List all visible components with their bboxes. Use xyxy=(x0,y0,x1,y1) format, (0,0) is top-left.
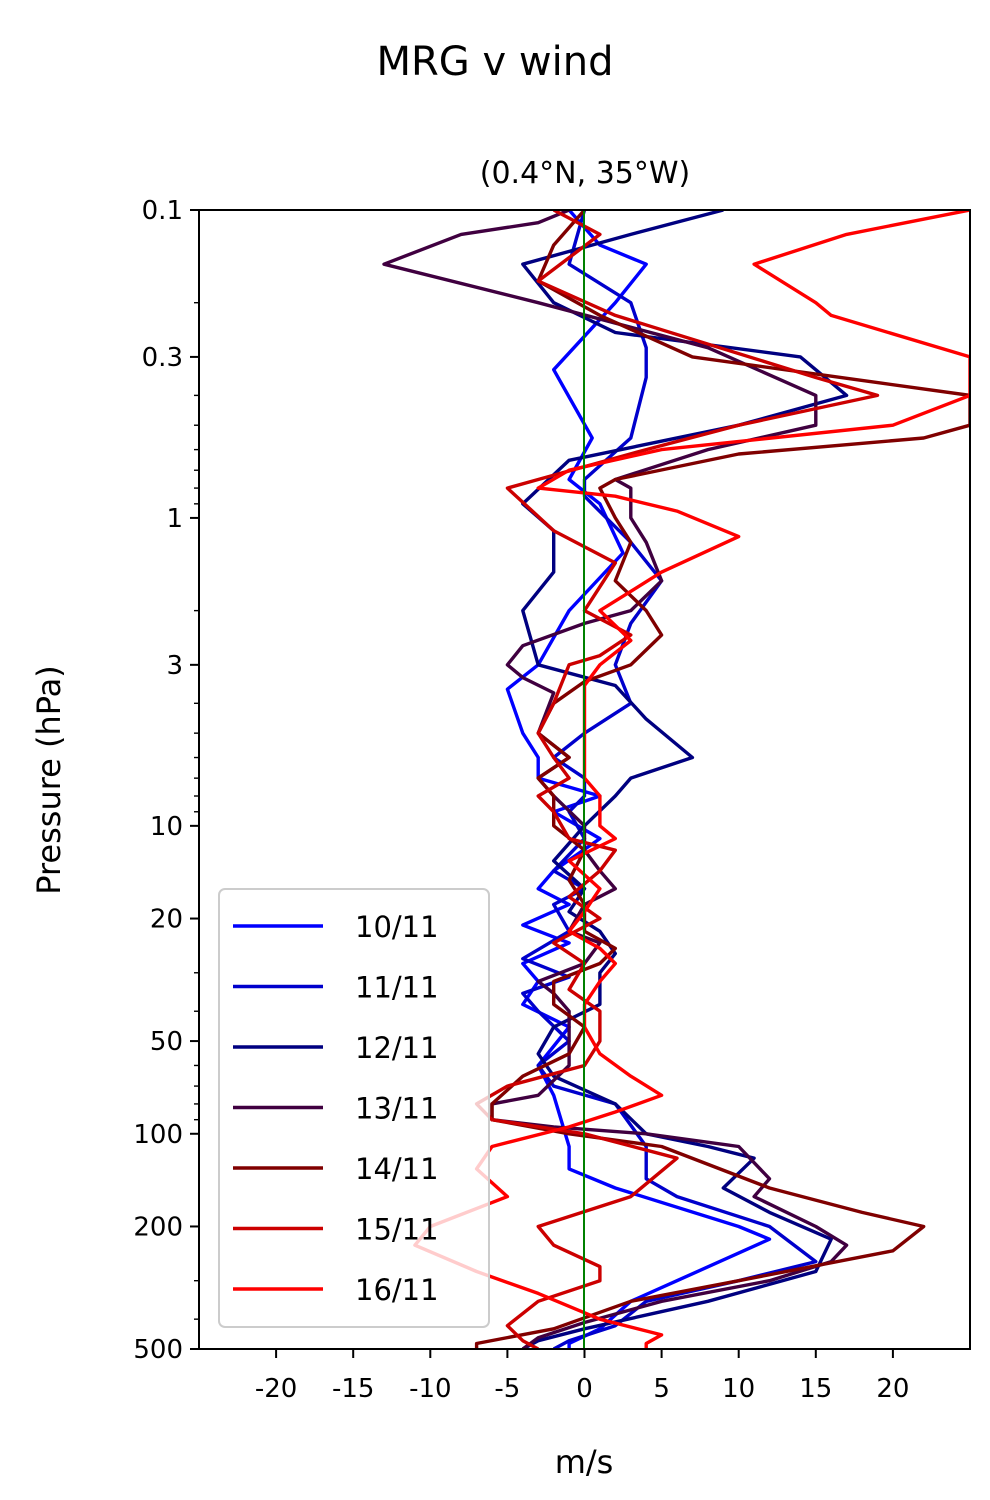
series-line-7 xyxy=(413,210,970,1349)
y-tick-label: 20 xyxy=(150,905,183,935)
legend-label: 11/11 xyxy=(355,971,439,1005)
chart-title: MRG v wind xyxy=(377,39,614,85)
series-line-5 xyxy=(474,210,970,1349)
y-tick-label: 50 xyxy=(150,1027,183,1057)
legend-label: 12/11 xyxy=(355,1031,439,1065)
x-tick-label: 0 xyxy=(576,1374,593,1404)
series-line-3 xyxy=(521,210,849,1349)
x-axis: -20 -15 -10 -5 0 5 10 15 20 xyxy=(255,1349,909,1404)
legend-box xyxy=(218,888,490,1328)
x-tick-label: -5 xyxy=(494,1374,520,1404)
x-tick-label: 20 xyxy=(876,1374,909,1404)
y-axis: 0.1 0.3 1 3 10 20 50 100 200 500 xyxy=(133,196,199,1365)
y-tick-label: 10 xyxy=(150,812,183,842)
x-tick-label: 15 xyxy=(799,1374,832,1404)
y-tick-label: 500 xyxy=(133,1335,183,1365)
y-axis-label: Pressure (hPa) xyxy=(30,665,68,895)
x-tick-label: 10 xyxy=(722,1374,755,1404)
series-line-1 xyxy=(505,210,772,1349)
legend-label: 15/11 xyxy=(355,1213,439,1247)
chart-subtitle: (0.4°N, 35°W) xyxy=(480,156,690,191)
x-axis-label: m/s xyxy=(555,1443,614,1481)
legend-label: 14/11 xyxy=(355,1152,439,1186)
y-tick-label: 1 xyxy=(166,504,183,534)
legend-label: 10/11 xyxy=(355,910,439,944)
x-tick-label: 5 xyxy=(653,1374,670,1404)
y-tick-label: 200 xyxy=(133,1212,183,1242)
legend-label: 13/11 xyxy=(355,1092,439,1126)
x-tick-label: -15 xyxy=(332,1374,374,1404)
legend: 10/11 11/11 12/11 13/11 14/11 15/11 16/11 xyxy=(218,888,490,1328)
y-tick-label: 0.1 xyxy=(142,196,183,226)
y-tick-label: 3 xyxy=(166,651,183,681)
x-tick-label: -10 xyxy=(409,1374,451,1404)
series-line-6 xyxy=(474,210,880,1349)
legend-label: 16/11 xyxy=(355,1273,439,1307)
y-tick-label: 0.3 xyxy=(142,343,183,373)
x-tick-label: -20 xyxy=(255,1374,297,1404)
y-tick-label: 100 xyxy=(133,1120,183,1150)
